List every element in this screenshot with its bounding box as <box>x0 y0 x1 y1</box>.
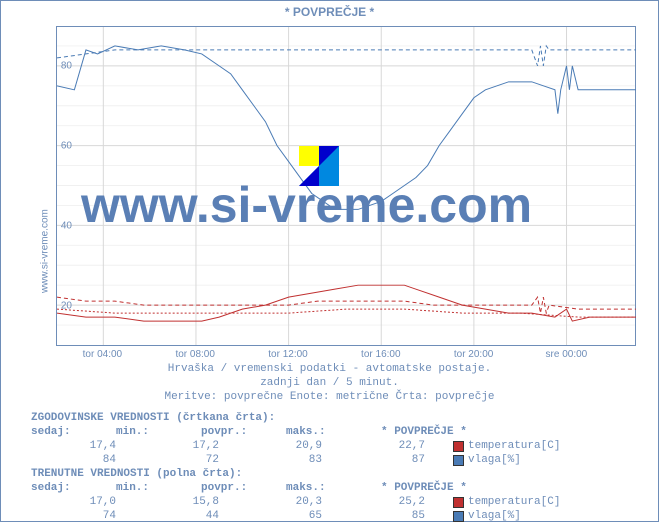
table-cell: 65 <box>237 509 340 523</box>
legend-title: * POVPREČJE * <box>381 481 467 495</box>
col-header: min.: <box>116 481 201 495</box>
table-cell: 84 <box>31 453 134 467</box>
y-tick-label: 60 <box>61 141 72 152</box>
col-header: maks.: <box>286 481 371 495</box>
y-axis-label: www.si-vreme.com <box>39 209 50 293</box>
table-cell: 15,8 <box>134 495 237 509</box>
table-cell: 72 <box>134 453 237 467</box>
table-cell: 17,4 <box>31 439 134 453</box>
table-cell: 17,2 <box>134 439 237 453</box>
x-tick-label: tor 20:00 <box>454 349 493 360</box>
table-row: 17,015,820,325,2 temperatura[C] <box>31 495 560 509</box>
caption-line-3: Meritve: povprečne Enote: metrične Črta:… <box>1 391 658 403</box>
legend-title: * POVPREČJE * <box>381 425 467 439</box>
col-header: sedaj: <box>31 425 116 439</box>
col-header: maks.: <box>286 425 371 439</box>
y-tick-label: 40 <box>61 221 72 232</box>
y-tick-label: 20 <box>61 301 72 312</box>
col-header: min.: <box>116 425 201 439</box>
caption-line-2: zadnji dan / 5 minut. <box>1 377 658 389</box>
table-cell: 74 <box>31 509 134 523</box>
table-row: 84728387 vlaga[%] <box>31 453 560 467</box>
x-tick-label: tor 12:00 <box>268 349 307 360</box>
col-header: povpr.: <box>201 425 286 439</box>
table-cell: 17,0 <box>31 495 134 509</box>
caption-line-1: Hrvaška / vremenski podatki - avtomatske… <box>1 363 658 375</box>
col-header: sedaj: <box>31 481 116 495</box>
legend-entry: vlaga[%] <box>453 509 521 523</box>
watermark-text: www.si-vreme.com <box>81 176 532 234</box>
table-cell: 87 <box>340 453 443 467</box>
legend-entry: temperatura[C] <box>453 439 560 453</box>
table-cell: 25,2 <box>340 495 443 509</box>
chart-container: * POVPREČJE * www.si-vreme.com www.si-vr… <box>0 0 659 522</box>
table-cell: 85 <box>340 509 443 523</box>
table-cell: 44 <box>134 509 237 523</box>
table-section-title: TRENUTNE VREDNOSTI (polna črta): <box>31 467 242 481</box>
x-tick-label: tor 04:00 <box>83 349 122 360</box>
x-tick-label: tor 16:00 <box>361 349 400 360</box>
table-cell: 20,3 <box>237 495 340 509</box>
x-tick-label: tor 08:00 <box>175 349 214 360</box>
data-tables: ZGODOVINSKE VREDNOSTI (črtkana črta):sed… <box>31 411 560 523</box>
legend-entry: temperatura[C] <box>453 495 560 509</box>
table-section-title: ZGODOVINSKE VREDNOSTI (črtkana črta): <box>31 411 275 425</box>
col-header: povpr.: <box>201 481 286 495</box>
table-row: 17,417,220,922,7 temperatura[C] <box>31 439 560 453</box>
table-cell: 83 <box>237 453 340 467</box>
x-tick-label: sre 00:00 <box>546 349 588 360</box>
chart-title: * POVPREČJE * <box>1 5 658 19</box>
legend-entry: vlaga[%] <box>453 453 521 467</box>
table-row: 74446585 vlaga[%] <box>31 509 560 523</box>
table-cell: 20,9 <box>237 439 340 453</box>
table-cell: 22,7 <box>340 439 443 453</box>
y-tick-label: 80 <box>61 61 72 72</box>
